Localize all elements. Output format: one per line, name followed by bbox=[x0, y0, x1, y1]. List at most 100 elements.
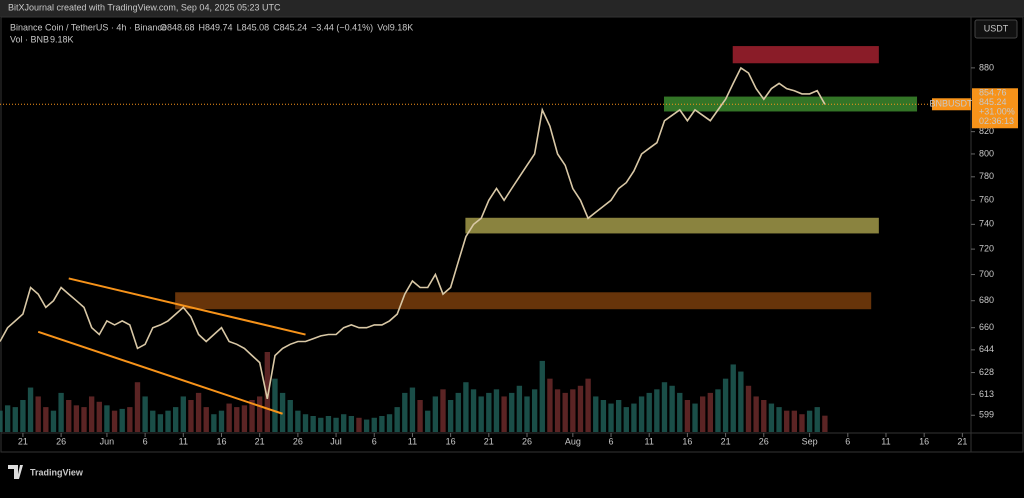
y-tick-label: 613 bbox=[979, 389, 994, 399]
volume-bar bbox=[35, 396, 41, 432]
volume-bar bbox=[585, 378, 591, 432]
volume-bar bbox=[577, 385, 584, 432]
volume-bar bbox=[776, 407, 782, 432]
volume-bar bbox=[226, 403, 232, 432]
volume-bar bbox=[677, 392, 683, 432]
price-tag-box bbox=[972, 88, 1018, 129]
volume-bar bbox=[257, 396, 263, 432]
y-tick-label: 820 bbox=[979, 126, 994, 136]
x-tick-label: Aug bbox=[565, 436, 581, 446]
volume-bar bbox=[379, 416, 385, 432]
volume-bar bbox=[425, 410, 431, 432]
volume-bar bbox=[12, 407, 18, 432]
volume-bar bbox=[211, 414, 217, 432]
y-tick-label: 599 bbox=[979, 410, 994, 420]
volume-bar bbox=[562, 392, 568, 432]
volume-bar bbox=[593, 396, 599, 432]
volume-bar bbox=[478, 396, 484, 432]
volume-bar bbox=[119, 408, 125, 432]
volume-bar bbox=[417, 400, 423, 432]
volume-bar bbox=[661, 382, 668, 432]
volume-bar bbox=[669, 385, 675, 432]
ohlc-legend: O848.68 H849.74 L845.08 C845.24 −3.44 (−0.41… bbox=[160, 22, 413, 32]
volume-bar bbox=[806, 410, 813, 432]
volume-bar bbox=[172, 407, 179, 432]
volume-title: Vol · BNB bbox=[10, 34, 49, 44]
volume-bar bbox=[608, 403, 614, 432]
y-tick-label: 680 bbox=[979, 295, 994, 305]
volume-bar bbox=[58, 392, 64, 432]
symbol-tag: BNBUSDT bbox=[929, 99, 973, 109]
volume-bar bbox=[302, 414, 309, 432]
volume-bar bbox=[684, 400, 691, 432]
volume-bar bbox=[447, 400, 454, 432]
x-tick-label: 11 bbox=[179, 436, 188, 446]
volume-bar bbox=[363, 419, 370, 432]
logo: TradingView bbox=[8, 465, 84, 479]
volume-bar bbox=[241, 405, 248, 432]
zone bbox=[732, 46, 879, 64]
volume-bar bbox=[455, 392, 461, 432]
y-tick-label: 800 bbox=[979, 148, 994, 158]
volume-bar bbox=[516, 385, 523, 432]
ohlc-item: H849.74 bbox=[199, 22, 233, 32]
volume-bar bbox=[615, 400, 622, 432]
volume-bar bbox=[432, 396, 439, 432]
volume-bar bbox=[638, 396, 645, 432]
volume-bar bbox=[730, 364, 736, 432]
volume-bar bbox=[203, 407, 209, 432]
volume-bar bbox=[279, 392, 286, 432]
volume-bar bbox=[73, 405, 80, 432]
volume-bar bbox=[700, 396, 706, 432]
zone bbox=[663, 96, 918, 112]
volume-bar bbox=[646, 392, 652, 432]
volume-bar bbox=[493, 389, 500, 432]
x-tick-label: Jul bbox=[330, 436, 342, 446]
volume-bar bbox=[142, 396, 148, 432]
price-tag-text: 845.24 bbox=[979, 97, 1007, 107]
x-tick-label: 6 bbox=[143, 436, 148, 446]
y-tick-label: 700 bbox=[979, 269, 994, 279]
volume-bar bbox=[501, 396, 507, 432]
x-tick-label: 26 bbox=[293, 436, 303, 446]
currency-box[interactable] bbox=[974, 19, 1018, 39]
volume-bar bbox=[295, 410, 301, 432]
volume-bar bbox=[27, 387, 34, 432]
logo-text: TradingView bbox=[30, 467, 84, 477]
volume-bar bbox=[157, 414, 164, 432]
volume-bar bbox=[325, 416, 332, 432]
x-tick-label: 21 bbox=[18, 436, 28, 446]
ohlc-item: C845.24 bbox=[273, 22, 307, 32]
logo-mark bbox=[8, 465, 23, 479]
volume-bar bbox=[822, 415, 828, 432]
zone bbox=[175, 292, 872, 310]
x-tick-label: 26 bbox=[759, 436, 769, 446]
y-tick-label: 720 bbox=[979, 243, 994, 253]
volume-bar bbox=[20, 400, 26, 432]
volume-bar bbox=[333, 417, 339, 432]
volume-bar bbox=[623, 407, 629, 432]
volume-bar bbox=[150, 410, 156, 432]
currency: USDT bbox=[984, 23, 1009, 33]
ohlc-item: L845.08 bbox=[237, 22, 270, 32]
volume-bar bbox=[249, 400, 255, 432]
price-line bbox=[0, 66, 826, 399]
x-tick-label: 21 bbox=[957, 436, 967, 446]
x-tick-label: 16 bbox=[216, 436, 226, 446]
volume-bar bbox=[356, 417, 362, 432]
volume-bar bbox=[134, 382, 141, 432]
volume-bar bbox=[264, 352, 270, 432]
volume-bar bbox=[547, 378, 553, 432]
chart-frame bbox=[0, 16, 1024, 453]
volume-bar bbox=[394, 407, 400, 432]
x-tick-label: 6 bbox=[845, 436, 850, 446]
volume-bar bbox=[127, 407, 133, 432]
zone bbox=[465, 217, 879, 234]
volume-bar bbox=[600, 400, 607, 432]
volume-bar bbox=[341, 414, 347, 432]
volume-bar bbox=[722, 378, 729, 432]
volume-bar bbox=[0, 410, 3, 432]
y-tick-label: 740 bbox=[979, 219, 994, 229]
x-tick-label: 11 bbox=[408, 436, 417, 446]
volume-bar bbox=[440, 389, 446, 432]
